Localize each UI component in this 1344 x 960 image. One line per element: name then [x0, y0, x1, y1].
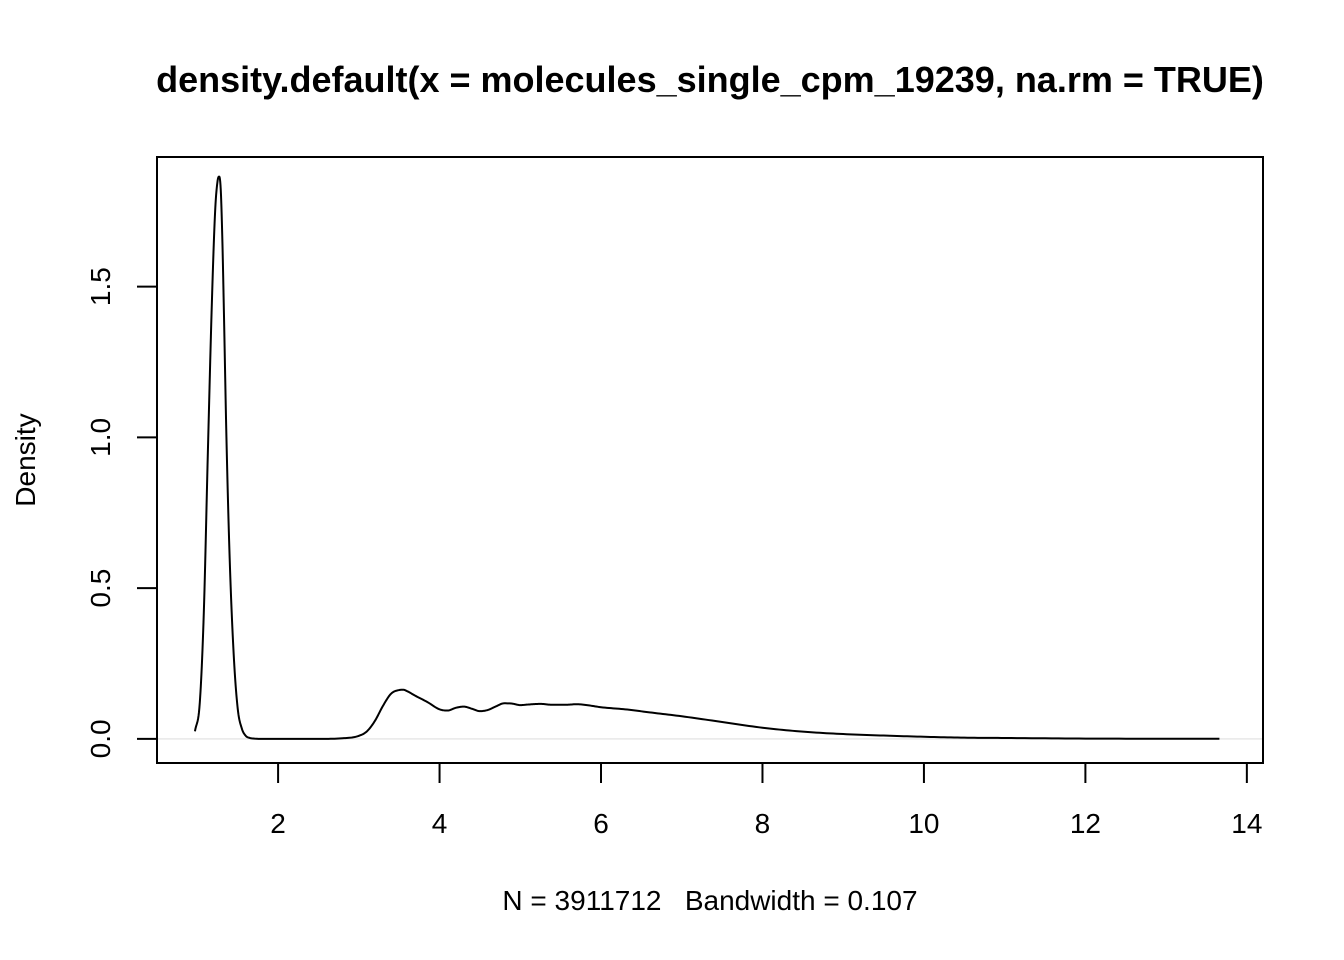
x-axis: 2 4 6 8 10 12 14	[270, 762, 1262, 839]
x-tick-label: 12	[1070, 808, 1101, 839]
y-axis-label: Density	[10, 413, 41, 506]
x-axis-label: N = 3911712 Bandwidth = 0.107	[502, 885, 917, 916]
y-tick-label: 0.5	[85, 569, 116, 608]
x-tick-label: 4	[432, 808, 448, 839]
x-tick-label: 2	[270, 808, 286, 839]
y-tick-label: 1.5	[85, 267, 116, 306]
y-tick-label: 0.0	[85, 719, 116, 758]
chart-title: density.default(x = molecules_single_cpm…	[156, 59, 1264, 100]
y-tick-label: 1.0	[85, 418, 116, 457]
x-tick-label: 8	[755, 808, 771, 839]
y-axis: 0.0 0.5 1.0 1.5	[85, 267, 158, 758]
density-curve	[193, 175, 1220, 740]
x-tick-label: 10	[908, 808, 939, 839]
x-tick-label: 6	[593, 808, 609, 839]
x-tick-label: 14	[1231, 808, 1262, 839]
plot-frame	[156, 156, 1264, 764]
